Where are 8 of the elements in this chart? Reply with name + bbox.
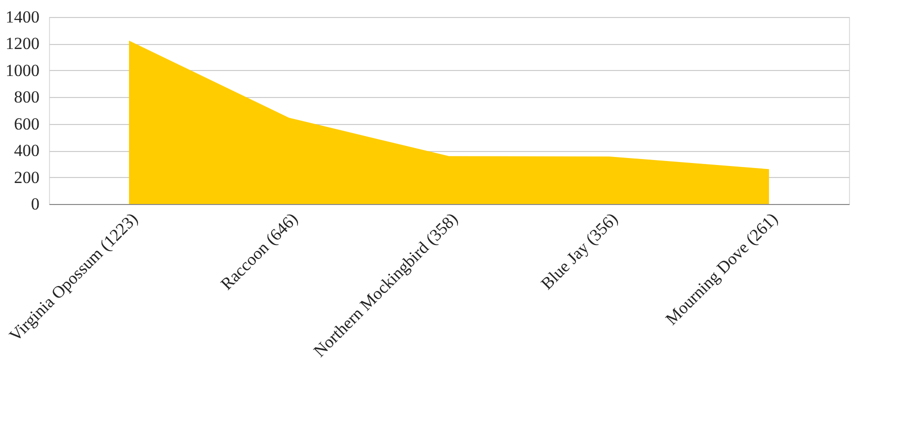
y-tick-label: 0: [31, 194, 40, 214]
y-tick-label: 800: [14, 88, 40, 107]
y-tick-label: 200: [14, 168, 40, 187]
y-tick-label: 1400: [6, 8, 40, 26]
y-tick-label: 1000: [6, 60, 40, 80]
y-tick-label: 1200: [6, 34, 40, 54]
y-tick-label: 400: [14, 141, 40, 160]
y-tick-label: 600: [14, 114, 40, 134]
